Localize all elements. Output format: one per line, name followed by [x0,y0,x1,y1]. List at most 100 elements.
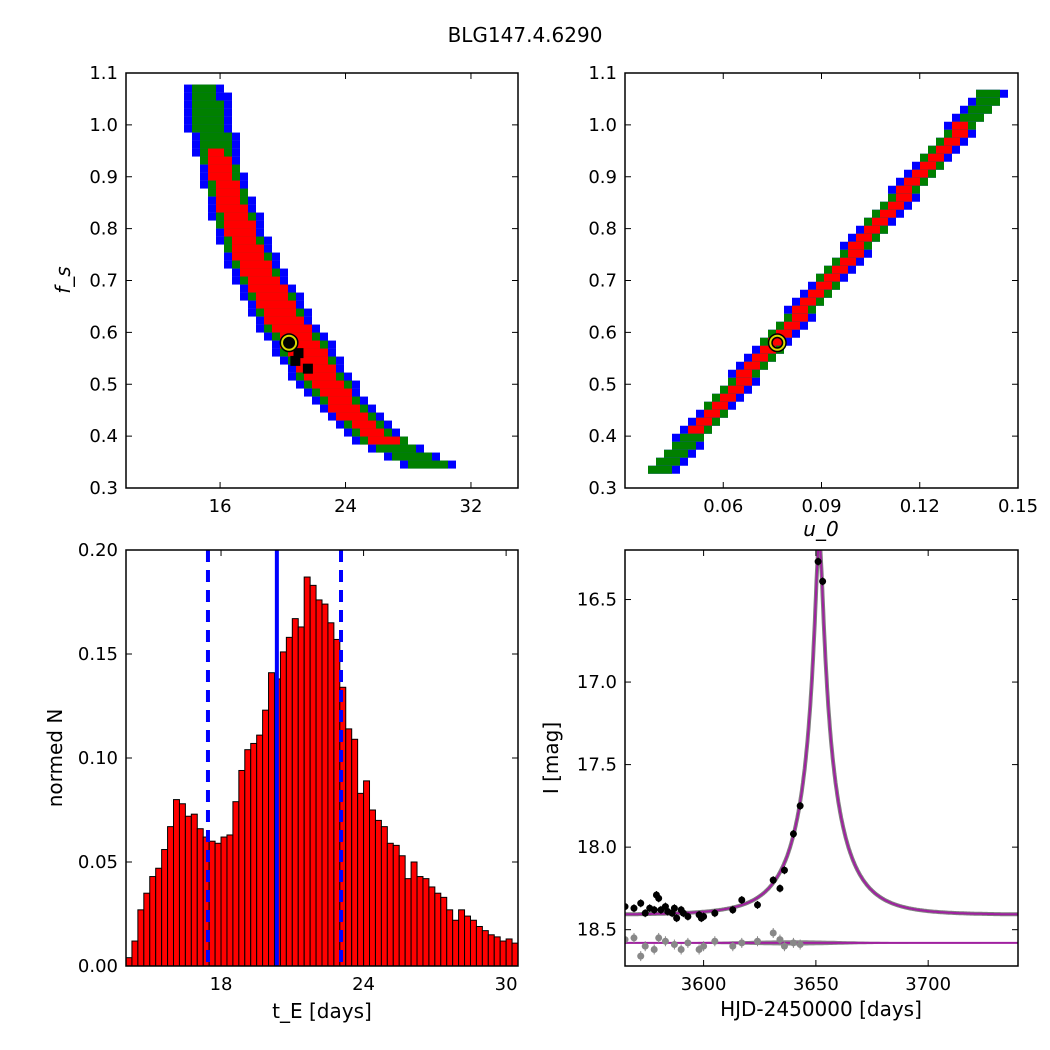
heatmap-cell-row [256,300,296,309]
histogram-bar [161,849,169,966]
heatmap-cell-row [392,452,432,461]
heatmap-cell-row [968,105,992,114]
heatmap-cell-row [744,361,760,370]
histogram-bar [155,867,163,966]
histogram-bar [190,813,198,966]
residual-point [625,936,629,944]
data-point [769,876,777,884]
y-tick-label: 0.7 [89,271,118,292]
histogram-bar [173,799,180,966]
histogram-bar [446,909,454,966]
data-point [650,906,658,914]
heatmap-cell-row [280,340,320,349]
light-curve-plot [625,550,1018,962]
heatmap-cell-row [792,313,808,322]
x-tick-label: 24 [334,496,357,517]
y-tick-label: 17.5 [577,755,617,776]
y-tick-label: 1.0 [588,115,617,136]
heatmap-cell-row [408,460,448,469]
heatmap-cell-row [976,89,1000,98]
histogram-bar [262,709,270,966]
histogram-bar [410,861,418,966]
heatmap-cell-row [648,465,672,474]
x-tick-label: 0.15 [998,496,1038,517]
heatmap-cell-row [192,92,216,101]
heatmap-cell-row [224,212,248,221]
x-tick-label: 32 [460,496,483,517]
residual-point [637,952,645,960]
data-point [780,866,788,874]
histogram-bar [363,780,371,966]
data-point [630,904,638,912]
x-tick-label: 0.09 [801,496,841,517]
heatmap-cell-row [672,441,696,450]
histogram-bar [327,622,335,966]
heatmap-cell-row [232,236,256,245]
y-axis-label: normed N [43,709,67,808]
ticks: 3600 3650 3700 16.5 17.0 17.5 18.0 18.5 [577,550,1018,995]
heatmap-cell-row [192,124,224,133]
heatmap-cell-row [192,108,224,117]
y-axis-label-text: f_s [51,266,75,293]
histogram-bar [309,584,317,966]
heatmap-cell-row [800,297,816,306]
heatmap-cell-row [240,268,272,277]
y-tick-label: 0.9 [89,167,118,188]
histogram-bar [398,855,406,966]
heatmap-cell-row [952,121,968,130]
residual-point [776,936,784,944]
heatmap-cell-row [896,185,912,194]
heatmap-cell-row [216,204,248,213]
y-tick-label: 16.5 [577,590,617,611]
axes-frame [624,549,1019,967]
histogram-bar [475,925,483,966]
heatmap-cell-row [232,252,264,261]
x-tick-label: 16 [209,496,232,517]
y-tick-label: 0.4 [89,426,118,447]
heatmap-cell-row [736,377,752,386]
histogram-bar [481,930,489,966]
y-tick-label: 0.3 [89,478,118,499]
heatmap-cell-row [656,457,680,466]
heatmap-cell-row [872,217,888,226]
histogram-bar [214,842,222,966]
y-axis-label-text: I [mag] [539,722,563,794]
heatmap-cell-row [784,321,800,330]
heatmap-cell-row [856,233,872,242]
data-point [729,906,737,914]
ticks: 18 24 30 0.00 0.05 0.10 0.15 0.20 [78,540,518,995]
heatmap-cell-row [312,380,344,389]
data-point [819,577,827,585]
histogram-bar [357,792,365,966]
heatmap-cell-row [720,393,736,402]
y-tick-label: 0.20 [78,540,118,561]
model-curve [625,550,1018,916]
residual-point [780,942,788,950]
heatmap-cell-row [912,169,928,178]
heatmap-cell-row [864,225,880,234]
heatmap-cell-row [200,140,232,149]
heatmap-cell-row [248,284,288,293]
heatmap-cell-row [928,153,944,162]
data-point [655,894,663,902]
y-tick-label: 0.5 [89,374,118,395]
y-tick-label: 18.0 [577,837,617,858]
histogram-bar [291,618,299,966]
x-tick-label: 24 [352,974,375,995]
histogram-bar [351,738,359,966]
y-tick-label: 0.3 [588,478,617,499]
best-fit-marker-ring [281,334,298,351]
heatmap-cell-row [240,260,272,269]
x-tick-label: 3600 [681,974,727,995]
residual-point [677,945,685,953]
y-axis-label-text: normed N [43,709,67,808]
histogram-bar [339,686,347,966]
heatmap-cell-row [208,148,224,157]
heatmap-cell-row [880,209,896,218]
heatmap-cell-row [336,412,368,421]
histogram-bar [505,938,513,966]
y-axis-label: f_s [51,266,75,293]
heatmap-cell-row [960,113,984,122]
heatmap-cell-row [976,97,1000,106]
ticks: 16 24 32 0.3 0.4 0.5 0.6 0.7 0.8 0.9 1.0 1.1 [89,63,518,517]
